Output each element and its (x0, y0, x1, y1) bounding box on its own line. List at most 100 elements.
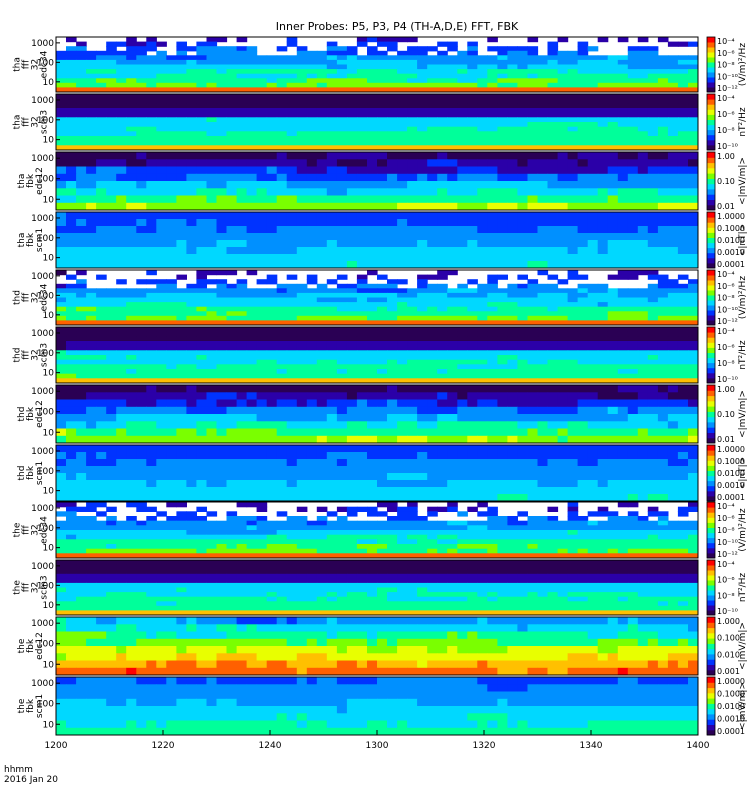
panel-tha-fff-32-scm3: 1000 100 10 thafff32scm3 10⁻⁴ 10⁻⁶ 10⁻⁸ 10⁻¹⁰nT… (13, 93, 748, 151)
spectrogram-cells (56, 502, 698, 558)
colorbar-swatch (707, 719, 715, 725)
panel-label-line: fbk (26, 173, 36, 188)
x-tick-label: 1320 (473, 741, 496, 751)
colorbar-swatch (707, 167, 715, 174)
colorbar-tick-label: 0.0001 (717, 260, 745, 269)
panel-label-line: fbk (26, 232, 36, 247)
colorbar-tick-label: 0.010 (717, 650, 740, 659)
colorbar-swatch (707, 480, 715, 487)
x-tick-label: 1300 (366, 741, 389, 751)
colorbar-label: (V/m)²/Hz (738, 43, 748, 86)
colorbar-swatch (707, 703, 715, 710)
colorbar-swatch (707, 517, 715, 523)
colorbar: 1.0000 0.1000 0.0100 0.0010 0.0001<|mV/m|> (706, 676, 748, 736)
colorbar-swatch (707, 580, 715, 586)
panel-label-line: 32 (31, 116, 41, 127)
colorbar-swatch (707, 183, 715, 190)
y-tick-label: 10 (43, 254, 55, 264)
colorbar-swatch (707, 522, 715, 528)
colorbar-swatch (707, 87, 715, 93)
colorbar-swatch (707, 199, 715, 206)
colorbar-swatch (707, 315, 715, 321)
colorbar-tick-label: 10⁻⁶ (717, 49, 735, 58)
colorbar-swatch (707, 653, 715, 660)
y-tick-label: 10 (43, 720, 55, 730)
colorbar-frame (706, 444, 716, 502)
colorbar-swatch (707, 643, 715, 650)
panel-label-line: fff (22, 116, 32, 126)
colorbar-tick-label: 10⁻⁴ (717, 37, 735, 46)
colorbar-swatch (707, 217, 715, 223)
panel-label-line: 32 (31, 582, 41, 593)
colorbar-swatch (707, 119, 715, 126)
colorbar-swatch (707, 585, 715, 591)
colorbar-swatch (707, 724, 715, 731)
panel-the-fff-32-scm3: 1000 100 10 thefff32scm3 10⁻⁴ 10⁻⁶ 10⁻⁸ 10⁻¹⁰nT… (13, 559, 748, 616)
colorbar-swatch (707, 144, 715, 151)
y-tick-label: 1000 (31, 679, 54, 689)
panel-label: thdfbkscm1 (17, 461, 45, 485)
colorbar-frame (706, 36, 716, 93)
y-tick-label: 1000 (31, 272, 54, 282)
colorbar-tick-label: 10⁻⁸ (717, 61, 735, 70)
colorbar-swatch (707, 372, 715, 379)
panel-label-line: thd (13, 290, 23, 305)
colorbar-swatch (707, 139, 715, 146)
panel-label-line: fbk (26, 698, 36, 713)
colorbar-tick-label: 10⁻¹² (717, 84, 738, 93)
panel-the-fbk-edc12: 100010010thefbkedc121.0000.1000.0100.001… (17, 616, 748, 676)
y-tick-label: 100 (37, 581, 54, 591)
x-tick-label: 1240 (259, 741, 282, 751)
colorbar-swatch (707, 395, 715, 402)
x-tick-label: 1200 (45, 741, 68, 751)
colorbar-swatch (707, 173, 715, 179)
panel-label: thefff32edc34 (13, 516, 50, 544)
colorbar-label: nT²/Hz (738, 573, 748, 603)
panel-label-line: fff (22, 524, 32, 534)
colorbar-tick-label: 0.0100 (717, 236, 745, 245)
panel-thd-fff-32-scm3: 1000 100 10 thdfff32scm3 10⁻⁴ 10⁻⁶ 10⁻⁸ 10⁻¹⁰nT… (13, 326, 748, 384)
panel-frame (55, 326, 699, 384)
colorbar-swatch (707, 67, 715, 73)
colorbar-tick-label: 10⁻⁸ (717, 526, 735, 535)
panel-frame (55, 151, 699, 211)
colorbar: 1.0000 0.1000 0.0100 0.0010 0.0001 <|nT|> (706, 211, 748, 269)
y-tick-label: 100 (37, 234, 54, 244)
colorbar-swatch (707, 659, 715, 665)
panel-label: thafbkscm1 (17, 228, 45, 252)
colorbar-tick-label: 10⁻⁴ (717, 560, 735, 569)
colorbar-tick-label: 10⁻¹⁰ (717, 72, 738, 81)
y-tick-label: 10 (43, 195, 55, 205)
colorbar-swatch (707, 362, 715, 369)
panel-tha-fbk-scm1: 1000 100 10 thafbkscm1 1.0000 0.1000 0.0100 0.0… (17, 211, 748, 269)
panel-label-line: fff (22, 349, 32, 359)
colorbar-swatch (707, 305, 715, 311)
colorbar-swatch (707, 512, 715, 518)
colorbar-swatch (707, 295, 715, 301)
colorbar-label: (V/m)²/Hz (738, 508, 748, 551)
y-tick-label: 1000 (31, 504, 54, 514)
colorbar-tick-label: 0.0100 (717, 702, 745, 711)
colorbar-label: nT²/Hz (738, 340, 748, 370)
panel-label-line: the (13, 522, 23, 537)
colorbar-swatch (707, 627, 715, 634)
colorbar-swatch (707, 610, 715, 616)
colorbar-tick-label: 0.1000 (717, 224, 745, 233)
panel-label-line: edc34 (40, 283, 50, 311)
colorbar-swatch (707, 682, 715, 689)
panel-thd-fbk-scm1: 1000 100 10 thdfbkscm1 1.0000 0.1000 0.0100 0.0… (17, 444, 748, 502)
y-tick-label: 100 (37, 467, 54, 477)
colorbar-label: nT²/Hz (738, 107, 748, 137)
y-tick-label: 100 (37, 291, 54, 301)
panel-label-line: scm1 (35, 228, 45, 252)
y-tick-label: 10 (43, 136, 55, 146)
colorbar-swatch (707, 432, 715, 439)
y-tick-label: 1000 (31, 447, 54, 457)
colorbar-swatch (707, 687, 715, 694)
colorbar-tick-label: 10⁻¹⁰ (717, 305, 738, 314)
panel-label-line: the (17, 638, 27, 653)
colorbar-swatch (707, 455, 715, 461)
colorbar-tick-label: 10⁻⁴ (717, 94, 735, 103)
